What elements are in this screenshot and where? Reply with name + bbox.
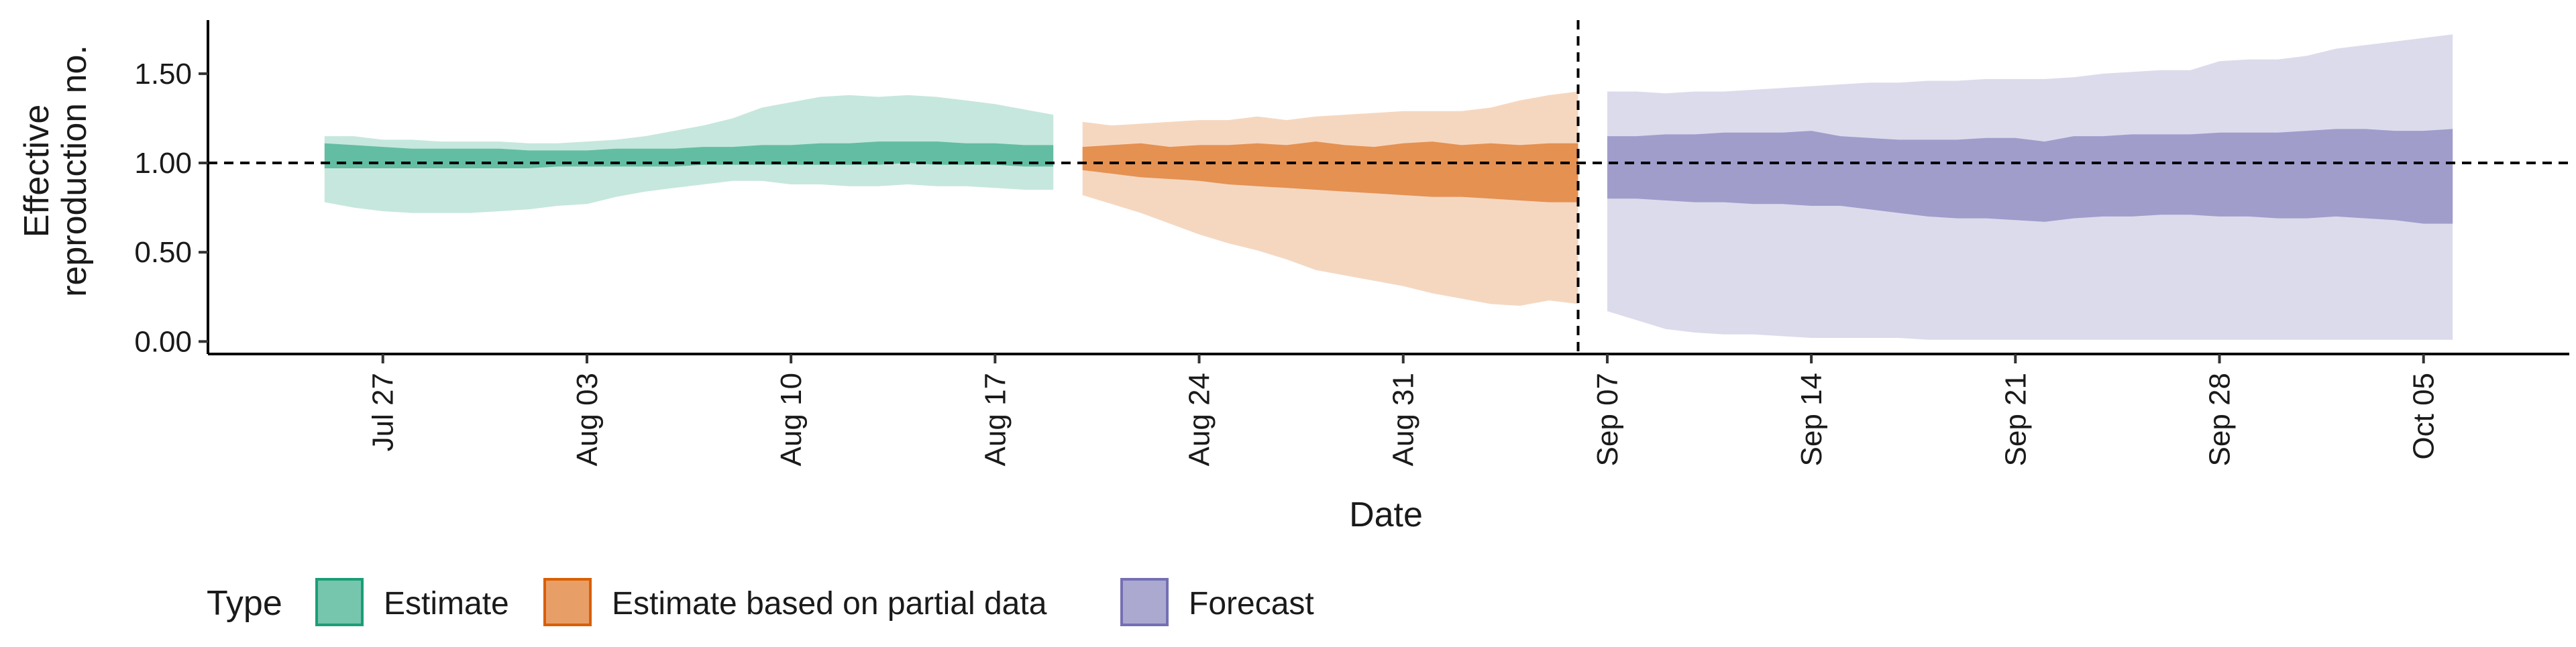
reference-lines: [208, 20, 2569, 354]
x-tick-label: Sep 14: [1795, 373, 1828, 466]
x-tick-label: Jul 27: [367, 373, 400, 451]
x-tick-label: Sep 28: [2204, 373, 2237, 466]
y-tick-label: 1.50: [134, 58, 192, 91]
legend-swatch-forecast: [1120, 578, 1169, 626]
legend-swatch-estimate-based-on-partial-data: [543, 578, 592, 626]
x-tick-label: Aug 17: [979, 373, 1012, 466]
x-tick-label: Aug 10: [775, 373, 808, 466]
y-tick-label: 0.00: [134, 325, 192, 358]
legend-label-estimate: Estimate: [384, 586, 509, 622]
estimate-band-50: [324, 141, 1054, 168]
legend-label-forecast: Forecast: [1189, 586, 1314, 622]
y-axis-title-line-2: reproduction no.: [55, 45, 94, 297]
axes-layer: 0.00 0.50 1.00 1.50 Jul 27 Aug 03 Aug 10 Aug 17…: [134, 20, 2569, 466]
y-tick-label: 1.00: [134, 147, 192, 180]
x-tick-label: Aug 03: [571, 373, 604, 466]
forecast-band-50: [1607, 129, 2453, 224]
estimate-based-on-partial-data-band-50: [1082, 141, 1578, 202]
legend-swatch-estimate: [315, 578, 364, 626]
x-tick-label: Aug 24: [1183, 373, 1216, 466]
y-axis-title-line-1: Effective: [17, 105, 56, 237]
x-tick-label: Oct 05: [2408, 373, 2440, 460]
x-axis-title: Date: [1349, 495, 1423, 534]
x-tick-label: Sep 21: [1999, 373, 2032, 466]
legend: Type Estimate Estimate based on partial d…: [207, 578, 1314, 626]
bands-layer: [324, 34, 2453, 340]
x-tick-label: Aug 31: [1387, 373, 1420, 466]
legend-title: Type: [207, 584, 282, 623]
axis-labels: Date Effective reproduction no.: [17, 45, 1423, 534]
x-tick-label: Sep 07: [1591, 373, 1624, 466]
legend-label-estimate-based-on-partial-data: Estimate based on partial data: [612, 586, 1047, 622]
y-tick-label: 0.50: [134, 236, 192, 269]
